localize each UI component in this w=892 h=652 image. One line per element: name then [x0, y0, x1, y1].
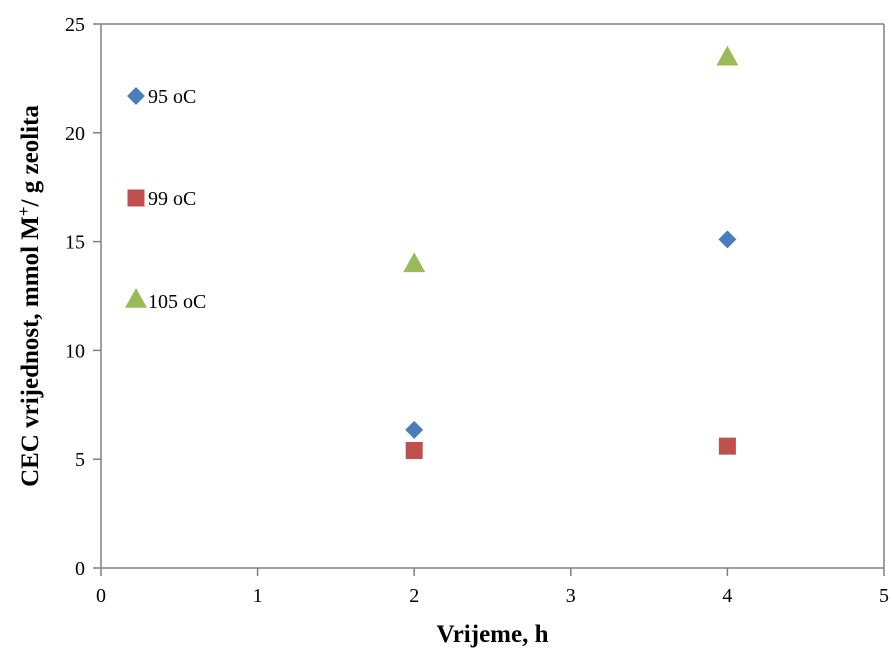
x-tick-label: 1 — [253, 585, 263, 607]
y-tick-label: 15 — [65, 232, 85, 254]
x-tick-label: 5 — [879, 585, 889, 607]
y-tick-label: 20 — [65, 123, 85, 145]
data-point-diamond — [718, 230, 737, 249]
x-tick-label: 0 — [96, 585, 106, 607]
y-tick-label: 10 — [65, 340, 85, 362]
data-point-square — [718, 437, 736, 455]
legend-marker-diamond — [127, 87, 145, 105]
data-point-diamond — [405, 420, 424, 439]
y-tick-label: 0 — [75, 558, 85, 580]
x-axis-title: Vrijeme, h — [437, 621, 549, 648]
plot-area — [100, 23, 885, 569]
y-tick-label: 5 — [75, 449, 85, 471]
legend-marker-triangle — [125, 288, 147, 308]
axis-ticks: 0 1 2 3 4 5 0 5 10 15 20 25 — [65, 14, 889, 607]
data-points — [403, 45, 739, 459]
legend-label: 105 oC — [148, 291, 206, 313]
legend-label: 95 oC — [148, 86, 196, 108]
x-tick-label: 4 — [722, 585, 732, 607]
data-point-square — [405, 441, 423, 459]
legend: 95 oC 99 oC 105 oC — [125, 86, 206, 313]
y-tick-label: 25 — [65, 14, 85, 36]
x-tick-label: 3 — [566, 585, 576, 607]
data-point-triangle — [716, 45, 739, 66]
legend-label: 99 oC — [148, 188, 196, 210]
legend-marker-square — [127, 189, 145, 207]
data-point-triangle — [403, 252, 426, 273]
x-tick-label: 2 — [409, 585, 419, 607]
y-axis-title: CEC vrijednost, mmol M+/ g zeolita — [14, 105, 44, 487]
